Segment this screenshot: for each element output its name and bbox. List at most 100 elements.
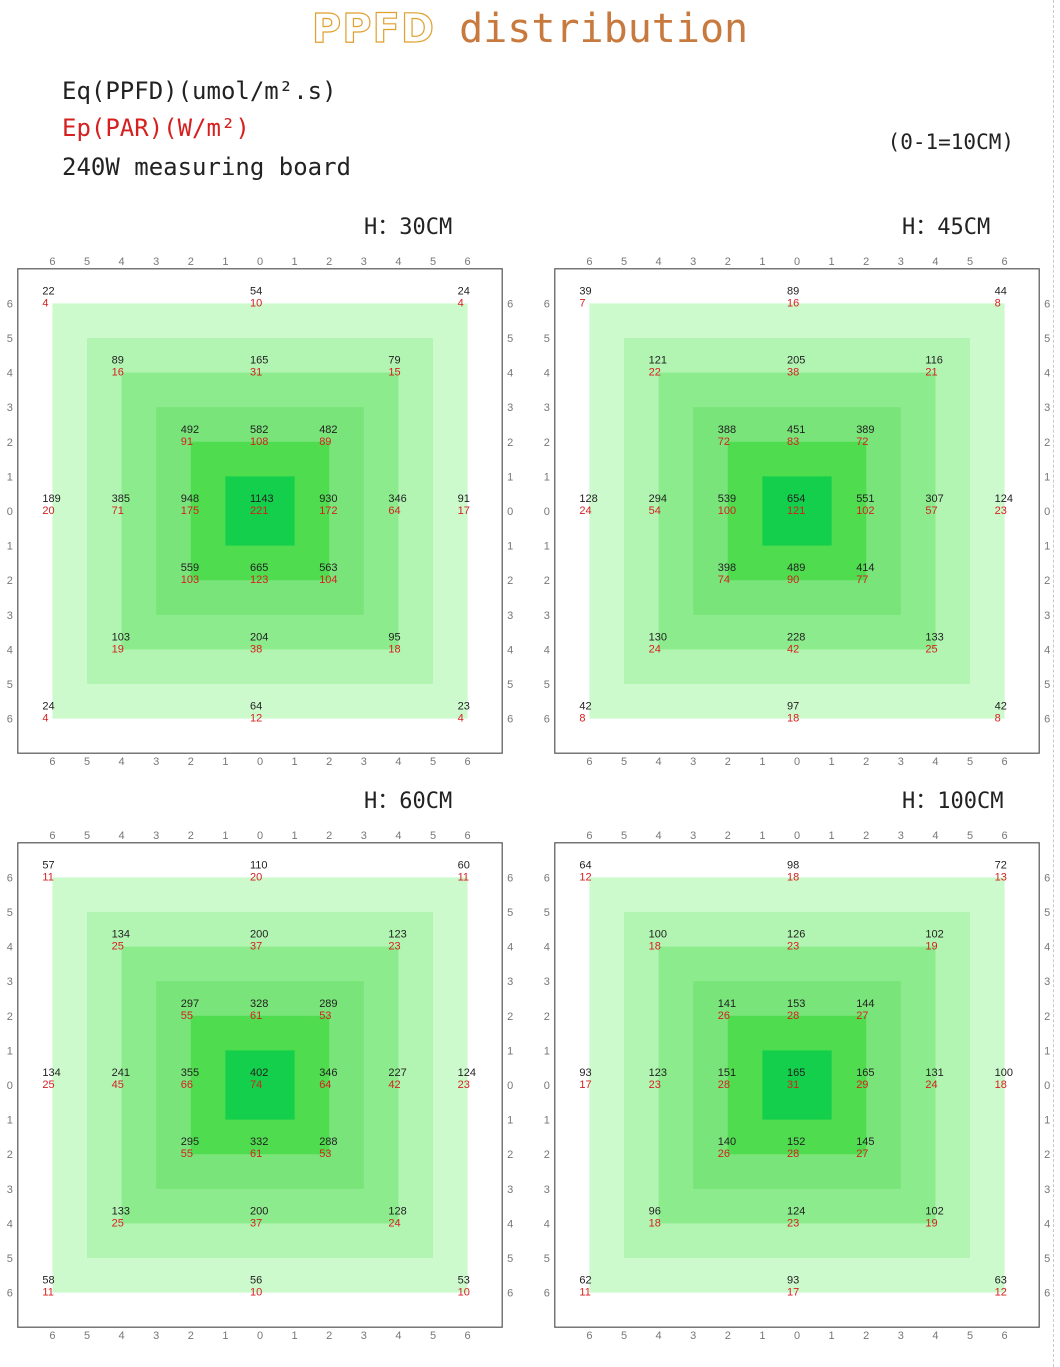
par-value: 19 (112, 643, 124, 655)
ppfd-value: 289 (319, 998, 337, 1010)
y-tick-label: 2 (1044, 575, 1050, 587)
zone-ring-6 (225, 1050, 295, 1120)
ppfd-value: 128 (579, 493, 597, 505)
ppfd-value: 451 (787, 424, 805, 436)
x-tick-label: 3 (361, 256, 367, 268)
y-tick-label: 5 (544, 333, 550, 345)
par-value: 24 (925, 1079, 937, 1091)
x-tick-label: 1 (222, 830, 228, 842)
par-value: 26 (718, 1010, 730, 1022)
panel-frame (17, 268, 503, 754)
y-tick-label: 3 (1044, 610, 1050, 622)
par-value: 24 (388, 1217, 400, 1229)
ppfd-value: 102 (925, 1205, 943, 1217)
par-value: 77 (856, 574, 868, 586)
par-value: 91 (181, 436, 193, 448)
y-tick-label: 6 (1044, 298, 1050, 310)
par-value: 12 (250, 713, 262, 725)
par-value: 72 (718, 436, 730, 448)
y-tick-label: 5 (7, 333, 13, 345)
par-value: 25 (925, 643, 937, 655)
x-tick-label: 4 (119, 256, 125, 268)
par-value: 71 (112, 505, 124, 517)
y-tick-label: 2 (7, 575, 13, 587)
par-value: 18 (787, 871, 799, 883)
y-tick-label: 6 (507, 1288, 513, 1300)
ppfd-value: 134 (42, 1067, 60, 1079)
y-tick-label: 1 (1044, 471, 1050, 483)
y-tick-label: 6 (544, 1288, 550, 1300)
par-value: 26 (718, 1148, 730, 1160)
y-tick-label: 4 (507, 644, 513, 656)
x-tick-label: 1 (759, 256, 765, 268)
y-tick-label: 4 (507, 368, 513, 380)
ppfd-value: 165 (250, 355, 268, 367)
y-tick-label: 5 (7, 907, 13, 919)
ppfd-value: 151 (718, 1067, 736, 1079)
y-tick-label: 3 (507, 402, 513, 414)
x-tick-label: 3 (898, 756, 904, 768)
ppfd-value: 398 (718, 562, 736, 574)
x-tick-label: 3 (153, 830, 159, 842)
y-tick-label: 4 (544, 644, 550, 656)
par-value: 25 (112, 941, 124, 953)
par-value: 11 (579, 1287, 590, 1299)
x-tick-label: 3 (153, 256, 159, 268)
x-tick-label: 4 (656, 756, 662, 768)
ppfd-value: 582 (250, 424, 268, 436)
par-value: 55 (181, 1148, 193, 1160)
par-value: 21 (925, 367, 937, 379)
panel-title-2: H：45CM (902, 215, 991, 240)
x-tick-label: 1 (292, 1330, 298, 1342)
x-tick-label: 2 (725, 830, 731, 842)
y-tick-label: 4 (1044, 644, 1050, 656)
par-value: 10 (250, 1287, 262, 1299)
y-tick-label: 1 (544, 471, 550, 483)
ppfd-value: 97 (787, 701, 799, 713)
x-tick-label: 3 (153, 756, 159, 768)
y-tick-label: 5 (544, 907, 550, 919)
x-tick-label: 2 (725, 756, 731, 768)
x-tick-label: 1 (829, 1330, 835, 1342)
ppfd-value: 189 (42, 493, 60, 505)
y-tick-label: 2 (7, 437, 13, 449)
y-tick-label: 2 (544, 437, 550, 449)
par-value: 121 (787, 505, 805, 517)
par-value: 100 (718, 505, 736, 517)
y-tick-label: 5 (1044, 1253, 1050, 1265)
y-tick-label: 1 (7, 1045, 13, 1057)
par-value: 17 (458, 505, 470, 517)
x-tick-label: 6 (1002, 256, 1008, 268)
y-tick-label: 5 (507, 333, 513, 345)
ppfd-value: 654 (787, 493, 805, 505)
x-tick-label: 6 (465, 1330, 471, 1342)
ppfd-value: 388 (718, 424, 736, 436)
x-tick-label: 0 (794, 830, 800, 842)
y-tick-label: 6 (544, 298, 550, 310)
x-tick-label: 1 (829, 756, 835, 768)
ppfd-value: 930 (319, 493, 337, 505)
x-tick-label: 1 (759, 756, 765, 768)
y-tick-label: 2 (1044, 1149, 1050, 1161)
par-value: 23 (649, 1079, 661, 1091)
x-tick-label: 3 (361, 830, 367, 842)
ppfd-value: 23 (458, 701, 470, 713)
y-tick-label: 2 (544, 575, 550, 587)
par-value: 37 (250, 941, 262, 953)
x-tick-label: 4 (395, 1330, 401, 1342)
ppfd-value: 152 (787, 1136, 805, 1148)
par-value: 16 (787, 297, 799, 309)
y-tick-label: 1 (507, 471, 513, 483)
par-value: 64 (319, 1079, 331, 1091)
par-value: 8 (995, 713, 1001, 725)
legend-board-label: 240W measuring board (62, 153, 351, 181)
x-tick-label: 6 (586, 1330, 592, 1342)
ppfd-value: 121 (649, 355, 667, 367)
par-value: 8 (579, 713, 585, 725)
ppfd-value: 389 (856, 424, 874, 436)
par-value: 25 (42, 1079, 54, 1091)
par-value: 24 (649, 643, 661, 655)
x-tick-label: 6 (49, 1330, 55, 1342)
y-tick-label: 6 (507, 714, 513, 726)
